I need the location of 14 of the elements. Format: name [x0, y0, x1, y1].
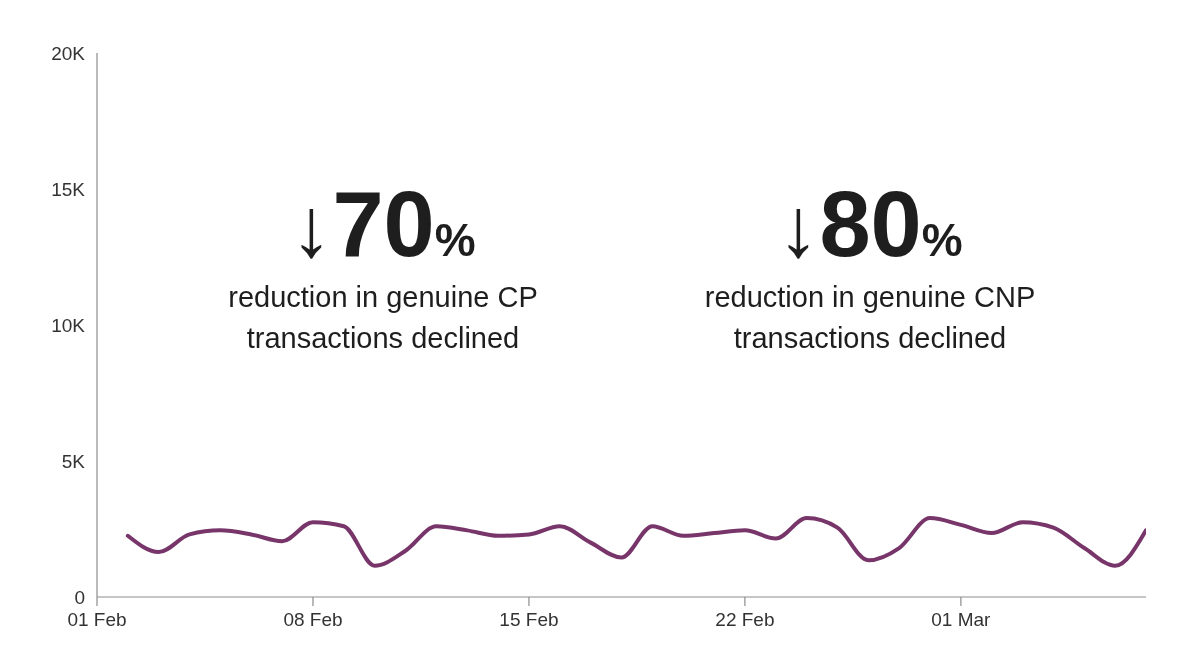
x-tick-label: 08 Feb [283, 609, 343, 630]
annotation: ↓80% [777, 173, 963, 275]
annotation: ↓70% [290, 173, 476, 275]
y-tick-label: 15K [51, 178, 86, 200]
annotation: reduction in genuine CP transactions declined [228, 281, 538, 354]
y-tick-label: 10K [51, 314, 86, 336]
y-tick-label: 0 [74, 586, 85, 608]
annotation: reduction in genuine CNP transactions declined [704, 281, 1036, 354]
x-tick-label: 22 Feb [715, 609, 775, 630]
x-tick-label: 01 Feb [67, 609, 127, 630]
y-tick-label: 5K [61, 450, 86, 472]
y-tick-label: 20K [51, 42, 86, 64]
x-tick-label: 15 Feb [499, 609, 559, 630]
x-tick-label: 01 Mar [931, 609, 992, 630]
